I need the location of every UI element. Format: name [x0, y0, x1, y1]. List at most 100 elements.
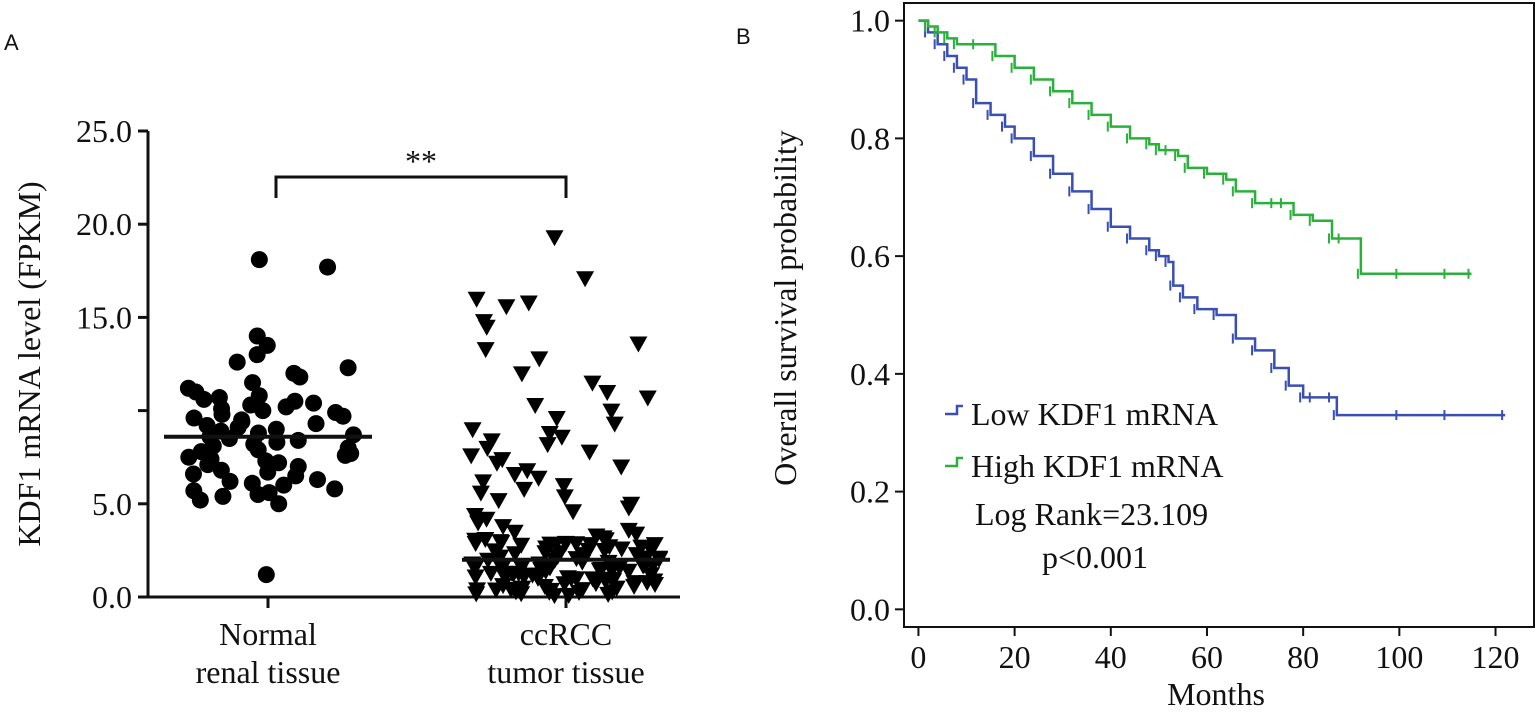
y-tick-label: 0.0 [850, 591, 890, 627]
data-point-tumor [462, 448, 481, 465]
x-axis-title: Months [1167, 676, 1265, 712]
data-point-tumor [555, 576, 574, 593]
x-tick-label: 120 [1472, 639, 1520, 675]
data-point-tumor [540, 425, 559, 442]
data-point-tumor [493, 452, 512, 469]
data-point-tumor [612, 541, 631, 558]
legend-marker [945, 404, 963, 416]
data-point-tumor [515, 481, 534, 498]
data-point-tumor [567, 536, 586, 553]
plot-frame [903, 2, 1535, 628]
data-point-tumor [489, 493, 508, 510]
x-tick-label: 0 [910, 639, 926, 675]
data-point-tumor [467, 291, 486, 308]
data-point-normal [250, 251, 268, 269]
data-point-tumor [474, 314, 493, 331]
data-point-normal [309, 471, 327, 489]
x-category-label-line2: tumor tissue [487, 654, 644, 690]
data-point-tumor [622, 496, 641, 513]
data-point-tumor [625, 575, 644, 592]
data-point-tumor [512, 537, 531, 554]
data-point-tumor [602, 403, 621, 420]
panel-a-label: A [4, 30, 19, 55]
data-point-tumor [491, 549, 510, 566]
data-point-tumor [605, 416, 624, 433]
data-point-tumor [506, 546, 525, 563]
data-point-tumor [538, 437, 557, 454]
data-point-tumor [476, 342, 495, 359]
data-point-tumor [573, 582, 592, 599]
data-point-tumor [471, 485, 490, 502]
data-point-normal [289, 431, 307, 449]
data-point-normal [339, 439, 357, 457]
x-tick-label: 60 [1191, 639, 1223, 675]
x-category-label-line2: renal tissue [196, 654, 341, 690]
data-point-normal [214, 487, 232, 505]
y-tick-label: 0.6 [850, 238, 890, 274]
data-point-tumor [645, 573, 664, 590]
data-point-tumor [596, 573, 615, 590]
data-point-tumor [530, 351, 549, 368]
data-point-normal [198, 417, 216, 435]
data-point-tumor [515, 569, 534, 586]
survival-curve-high [918, 19, 1472, 276]
data-point-normal [305, 394, 323, 412]
data-point-tumor [465, 507, 484, 524]
x-tick-label: 20 [999, 639, 1031, 675]
x-tick-label: 40 [1095, 639, 1127, 675]
panel-b-label: B [736, 24, 751, 49]
data-point-normal [233, 411, 251, 429]
data-point-tumor [519, 295, 538, 312]
data-point-tumor [492, 535, 511, 552]
x-category-label-line1: Normal [219, 616, 317, 652]
data-point-normal [179, 379, 197, 397]
data-point-normal [327, 403, 345, 421]
data-point-normal [248, 327, 266, 345]
data-point-tumor [481, 565, 500, 582]
data-point-tumor [529, 570, 548, 587]
data-point-normal [285, 364, 303, 382]
data-point-tumor [555, 489, 574, 506]
data-point-tumor [463, 422, 482, 439]
data-point-normal [289, 458, 307, 476]
x-category-label-line1: ccRCC [520, 616, 612, 652]
data-point-tumor [641, 542, 660, 559]
data-point-normal [270, 495, 288, 513]
data-point-normal [275, 476, 293, 494]
y-tick-label: 15.0 [76, 299, 132, 335]
data-point-tumor [587, 528, 606, 545]
data-point-tumor [559, 587, 578, 604]
data-point-normal [260, 484, 278, 502]
y-tick-label: 0.2 [850, 474, 890, 510]
data-point-normal [185, 482, 203, 500]
data-point-normal [244, 374, 262, 392]
data-point-tumor [466, 532, 485, 549]
data-point-tumor [596, 532, 615, 549]
data-point-tumor [583, 375, 602, 392]
significance-bracket [274, 175, 568, 198]
y-tick-label: 0.0 [92, 579, 132, 615]
data-point-tumor [638, 390, 657, 407]
p-value-annotation: p<0.001 [1042, 539, 1148, 575]
data-point-normal [339, 359, 357, 377]
data-point-tumor [541, 536, 560, 553]
y-tick-label: 25.0 [76, 113, 132, 149]
data-point-normal [286, 392, 304, 410]
data-point-normal [267, 420, 285, 438]
data-point-tumor [576, 271, 595, 288]
y-axis-title: KDF1 mRNA level (FPKM) [11, 181, 47, 546]
legend-marker [945, 456, 963, 468]
data-point-normal [249, 424, 267, 442]
data-point-normal [185, 409, 203, 427]
data-point-tumor [580, 444, 599, 461]
legend-label: Low KDF1 mRNA [971, 396, 1218, 432]
data-point-tumor [512, 366, 531, 383]
data-point-tumor [529, 470, 548, 487]
y-axis-title: Overall survival probability [767, 130, 803, 485]
data-point-tumor [590, 562, 609, 579]
data-point-tumor [497, 299, 516, 316]
data-point-tumor [492, 561, 511, 578]
data-point-normal [250, 387, 268, 405]
data-point-normal [212, 461, 230, 479]
